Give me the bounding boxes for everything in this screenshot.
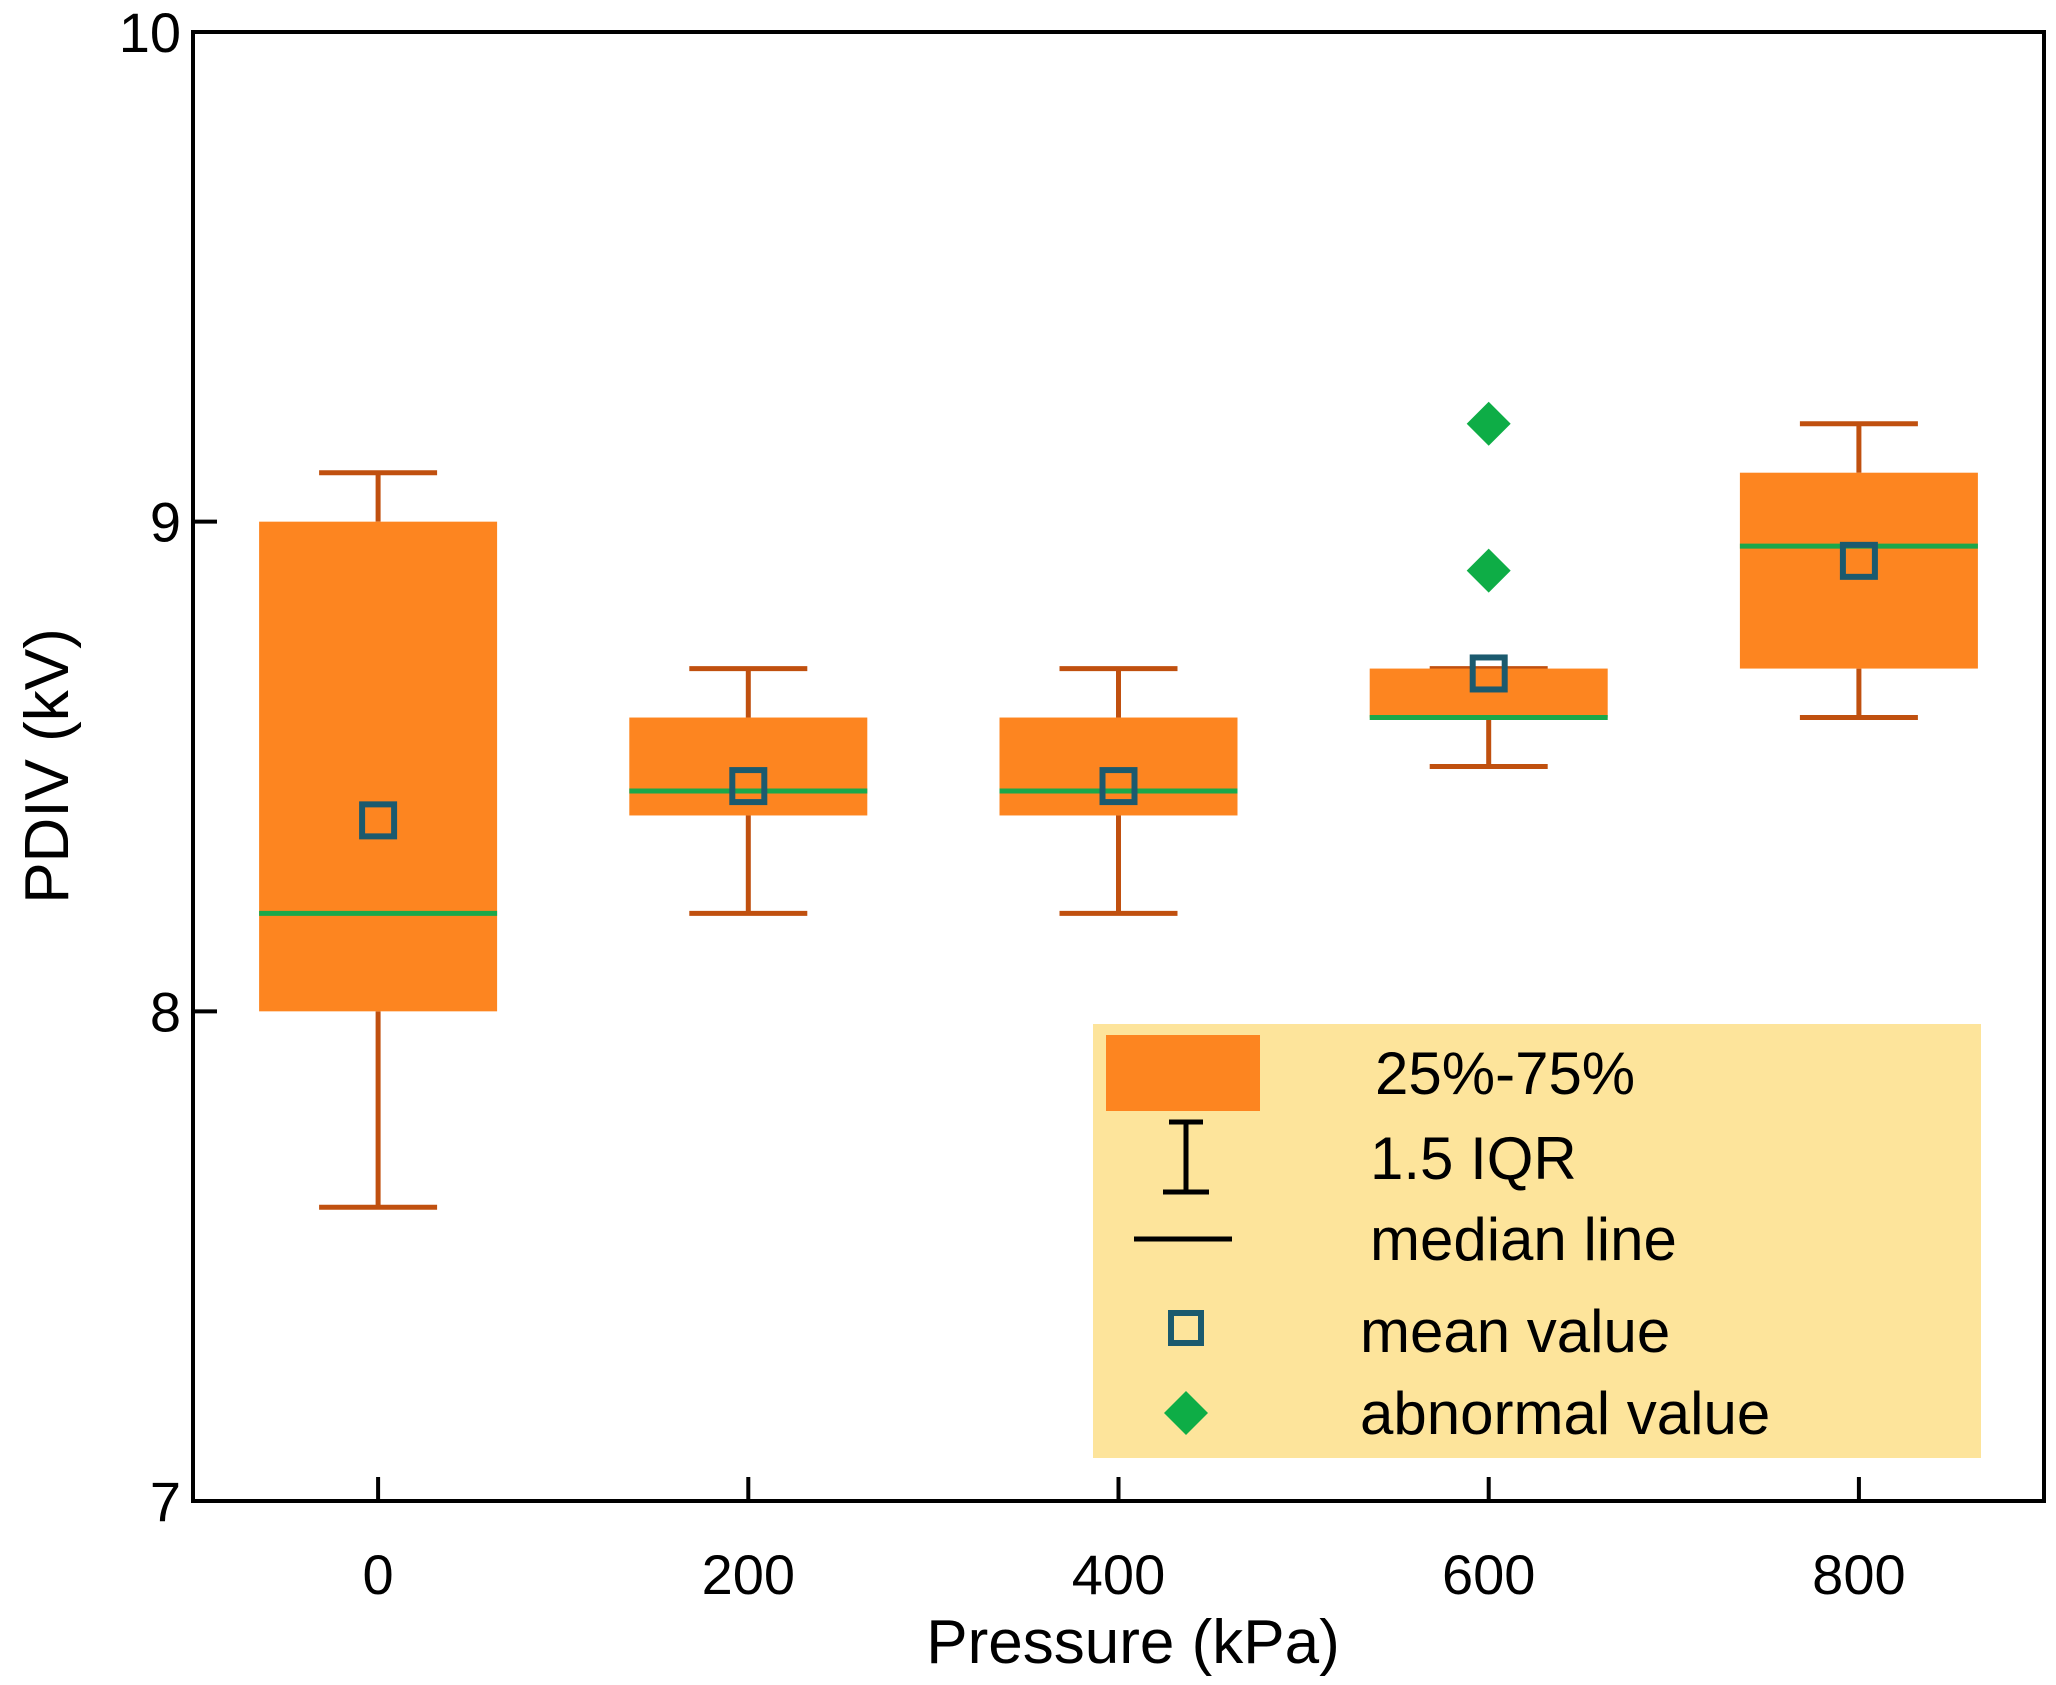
box-group bbox=[1739, 421, 1978, 721]
legend-item-outlier: abnormal value bbox=[1164, 1380, 1770, 1447]
mean-marker bbox=[359, 801, 398, 840]
legend: 25%-75% 1.5 IQR median line mean value abnor… bbox=[1093, 1024, 1981, 1458]
x-tick-label: 200 bbox=[702, 1543, 795, 1606]
y-tick-label: 10 bbox=[119, 1, 181, 64]
iqr-box bbox=[259, 521, 498, 1012]
x-axis-label: Pressure (kPa) bbox=[926, 1608, 1339, 1677]
box-group bbox=[1369, 401, 1608, 769]
legend-mean-swatch bbox=[1168, 1310, 1204, 1346]
box-group bbox=[259, 470, 498, 1210]
x-axis: 0 200 400 600 800 bbox=[363, 1477, 1906, 1606]
legend-label: 25%-75% bbox=[1375, 1040, 1635, 1107]
y-tick-label: 7 bbox=[150, 1470, 181, 1533]
mean-marker bbox=[1839, 541, 1878, 580]
legend-label: median line bbox=[1370, 1206, 1677, 1273]
x-tick-label: 400 bbox=[1072, 1543, 1165, 1606]
x-tick-label: 0 bbox=[363, 1543, 394, 1606]
legend-item-box: 25%-75% bbox=[1106, 1035, 1635, 1111]
plot-marks bbox=[259, 401, 1978, 1210]
legend-label: 1.5 IQR bbox=[1370, 1125, 1577, 1192]
legend-outlier-swatch bbox=[1164, 1391, 1208, 1435]
iqr-box bbox=[1369, 668, 1608, 718]
y-tick-label: 9 bbox=[150, 491, 181, 554]
legend-item-whisker: 1.5 IQR bbox=[1163, 1119, 1577, 1195]
legend-label: mean value bbox=[1360, 1298, 1670, 1365]
box-group bbox=[999, 666, 1238, 916]
mean-marker bbox=[1469, 654, 1508, 693]
outlier-marker bbox=[1466, 548, 1511, 593]
legend-item-median: median line bbox=[1134, 1206, 1677, 1273]
outlier-marker bbox=[1466, 401, 1511, 446]
y-axis-label: PDIV (kV) bbox=[13, 628, 82, 904]
legend-item-mean: mean value bbox=[1168, 1298, 1670, 1365]
iqr-box bbox=[1739, 472, 1978, 669]
mean-marker bbox=[729, 767, 768, 806]
box-group bbox=[629, 666, 868, 916]
x-tick-label: 600 bbox=[1442, 1543, 1535, 1606]
y-tick-label: 8 bbox=[150, 980, 181, 1043]
x-tick-label: 800 bbox=[1812, 1543, 1905, 1606]
y-axis: 7 8 9 10 bbox=[119, 1, 217, 1533]
mean-marker bbox=[1099, 767, 1138, 806]
legend-label: abnormal value bbox=[1360, 1380, 1770, 1447]
legend-box-swatch bbox=[1106, 1035, 1260, 1111]
